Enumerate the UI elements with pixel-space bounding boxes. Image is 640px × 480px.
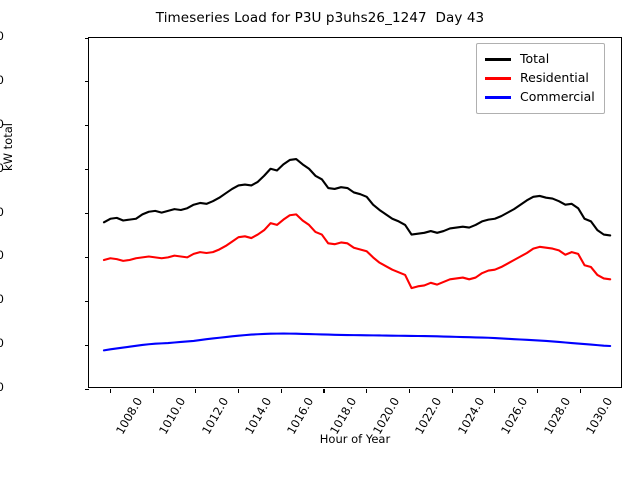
y-tick-label: 7500 xyxy=(0,248,4,263)
chart-title: Timeseries Load for P3U p3uhs26_1247 Day… xyxy=(155,10,485,26)
y-tick-mark xyxy=(85,256,89,258)
legend-item: Total xyxy=(485,50,595,69)
y-tick-label: 10000 xyxy=(0,204,4,219)
series-line xyxy=(102,213,612,290)
x-tick-mark xyxy=(408,389,410,393)
y-tick-mark xyxy=(85,125,89,127)
y-tick-mark xyxy=(85,169,89,171)
y-tick-label: 0 xyxy=(0,380,4,394)
plot-lines xyxy=(102,158,612,352)
x-tick-mark xyxy=(537,389,539,393)
x-tick-mark xyxy=(152,389,154,393)
legend-item: Commercial xyxy=(485,88,595,107)
x-tick-mark xyxy=(280,389,282,393)
legend-label: Commercial xyxy=(520,89,595,105)
legend-label: Residential xyxy=(520,70,589,86)
y-tick-mark xyxy=(85,388,89,390)
y-tick-label: 2500 xyxy=(0,336,4,351)
y-tick-label: 12500 xyxy=(0,160,4,175)
x-tick-mark xyxy=(195,389,197,393)
x-tick-mark xyxy=(579,389,581,393)
y-tick-label: 15000 xyxy=(0,116,4,131)
y-tick-mark xyxy=(85,81,89,83)
y-tick-mark xyxy=(85,300,89,302)
chart-legend: Total Residential Commercial xyxy=(476,43,605,114)
x-tick-mark xyxy=(494,389,496,393)
x-tick-mark xyxy=(238,389,240,393)
x-tick-mark xyxy=(323,389,325,393)
legend-swatch xyxy=(485,77,511,80)
y-tick-mark xyxy=(85,344,89,346)
legend-item: Residential xyxy=(485,69,595,88)
y-tick-mark xyxy=(85,37,89,39)
y-tick-label: 20000 xyxy=(0,29,4,43)
series-line xyxy=(102,158,612,237)
y-tick-label: 5000 xyxy=(0,292,4,307)
y-tick-mark xyxy=(85,213,89,215)
series-line xyxy=(102,332,612,352)
x-tick-mark xyxy=(451,389,453,393)
y-axis-label: kW total xyxy=(1,123,15,171)
legend-swatch xyxy=(485,96,511,99)
x-tick-mark xyxy=(109,389,111,393)
y-tick-label: 17500 xyxy=(0,72,4,87)
legend-swatch xyxy=(485,58,511,61)
x-tick-mark xyxy=(366,389,368,393)
x-axis-label: Hour of Year xyxy=(319,432,391,446)
legend-label: Total xyxy=(520,51,550,67)
plot-area xyxy=(85,37,622,393)
